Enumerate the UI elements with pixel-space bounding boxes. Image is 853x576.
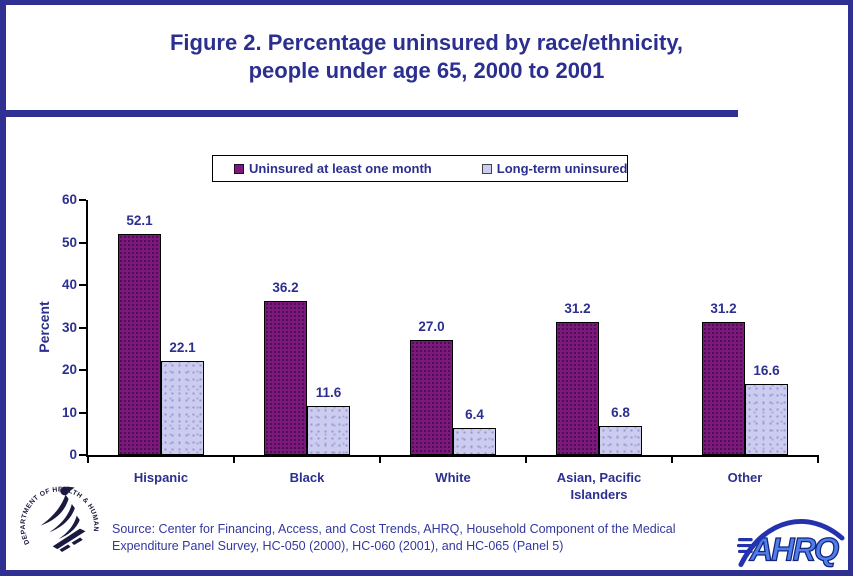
x-tick: [671, 457, 673, 463]
bar-value-label: 31.2: [564, 301, 591, 316]
x-tick: [525, 457, 527, 463]
y-tick-label: 50: [61, 234, 77, 250]
page-title-line-1: Figure 2. Percentage uninsured by race/e…: [169, 30, 684, 55]
ahrq-swoosh-icon: [738, 519, 845, 568]
x-category-label: Black: [289, 470, 325, 485]
chart-legend: Uninsured at least one month Long-term u…: [212, 155, 628, 182]
y-tick-label: 20: [61, 362, 77, 377]
y-axis-title: Percent: [36, 301, 52, 353]
y-tick-label: 0: [69, 447, 77, 462]
x-axis-line: [86, 455, 819, 457]
bar-long-term: [453, 428, 496, 455]
y-tick-label: 10: [61, 404, 77, 420]
hhs-eagle-icon: [40, 486, 86, 552]
bar-value-label: 11.6: [315, 385, 342, 400]
bar-long-term: [745, 384, 788, 455]
y-tick: [79, 284, 86, 286]
bar-uninsured-month: [264, 301, 307, 455]
bar-uninsured-month: [702, 322, 745, 455]
x-tick: [233, 457, 235, 463]
legend-label-uninsured-month: Uninsured at least one month: [249, 161, 432, 176]
y-tick: [79, 326, 86, 329]
ahrq-logo: AHRQ: [737, 519, 845, 568]
title-divider-bar: [0, 110, 738, 117]
x-category-label: Other: [727, 470, 763, 485]
x-tick: [379, 457, 381, 463]
bar-long-term: [599, 426, 642, 455]
bar-value-label: 6.8: [611, 405, 630, 420]
bar-uninsured-month: [118, 234, 161, 455]
x-tick: [87, 457, 89, 463]
y-tick: [79, 199, 86, 201]
legend-swatch-uninsured-month: [234, 163, 244, 174]
legend-label-long-term: Long-term uninsured: [496, 161, 628, 176]
bar-value-label: 31.2: [710, 301, 737, 316]
legend-swatch-long-term: [481, 163, 492, 174]
bar-value-label: 16.6: [753, 363, 780, 378]
bar-value-label: 36.2: [272, 280, 299, 295]
bar-uninsured-month: [556, 322, 599, 455]
x-tick: [817, 457, 819, 463]
x-category-label: Asian, Pacific Islanders: [556, 470, 642, 502]
legend-item-long-term: Long-term uninsured: [481, 161, 628, 176]
bar-value-label: 22.1: [169, 340, 196, 355]
y-tick: [79, 454, 86, 456]
source-line-1: Source: Center for Financing, Access, an…: [112, 522, 676, 536]
source-line-2: Expenditure Panel Survey, HC-050 (2000),…: [112, 539, 564, 553]
y-tick-label: 60: [61, 192, 77, 207]
y-tick-label: 40: [61, 277, 77, 292]
bar-value-label: 52.1: [126, 213, 153, 228]
bar-uninsured-month: [410, 340, 453, 455]
x-category-label: White: [435, 470, 471, 485]
y-tick-label: 30: [61, 319, 77, 335]
y-axis-line: [86, 200, 88, 455]
hhs-logo: DEPARTMENT OF HEALTH & HUMAN SERVICES·US…: [10, 476, 102, 553]
bar-value-label: 6.4: [465, 407, 484, 422]
legend-item-uninsured-month: Uninsured at least one month: [234, 161, 432, 176]
page-title-line-2: people under age 65, 2000 to 2001: [248, 58, 605, 83]
x-category-label: Hispanic: [133, 470, 189, 485]
bar-value-label: 27.0: [418, 319, 445, 334]
bar-long-term: [307, 406, 350, 455]
y-tick: [79, 411, 86, 414]
y-tick: [79, 241, 86, 244]
ahrq-wordmark: AHRQ: [749, 532, 839, 568]
y-tick: [79, 369, 86, 371]
page-title: Figure 2. Percentage uninsured by race/e…: [0, 29, 853, 85]
source-text: Source: Center for Financing, Access, an…: [112, 521, 737, 555]
bar-long-term: [161, 361, 204, 455]
